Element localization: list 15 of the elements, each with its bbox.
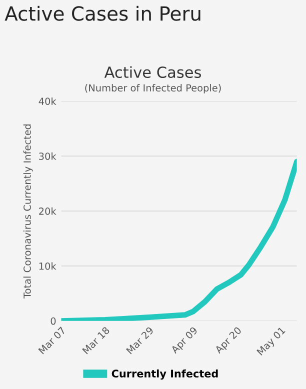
y-tick-label: 20k xyxy=(39,207,56,215)
x-tick-label: Mar 07 xyxy=(38,326,66,354)
chart-title: Active Cases xyxy=(104,66,201,78)
y-axis-title: Total Coronavirus Currently Infected xyxy=(23,124,33,299)
y-tick-label: 30k xyxy=(39,152,56,160)
x-tick-label: Mar 29 xyxy=(126,326,154,354)
text: Active Cases in Peru xyxy=(4,6,200,21)
x-tick-label: Apr 20 xyxy=(214,326,244,356)
legend-label: Currently Infected xyxy=(112,369,218,380)
y-tick-label: 0 xyxy=(50,317,56,325)
chart-subtitle: (Number of Infected People) xyxy=(85,84,221,94)
x-tick-label: Mar 18 xyxy=(82,326,110,354)
x-tick-label: Apr 09 xyxy=(170,326,200,356)
y-tick-label: 10k xyxy=(39,262,56,270)
y-tick-label: 40k xyxy=(38,97,56,105)
